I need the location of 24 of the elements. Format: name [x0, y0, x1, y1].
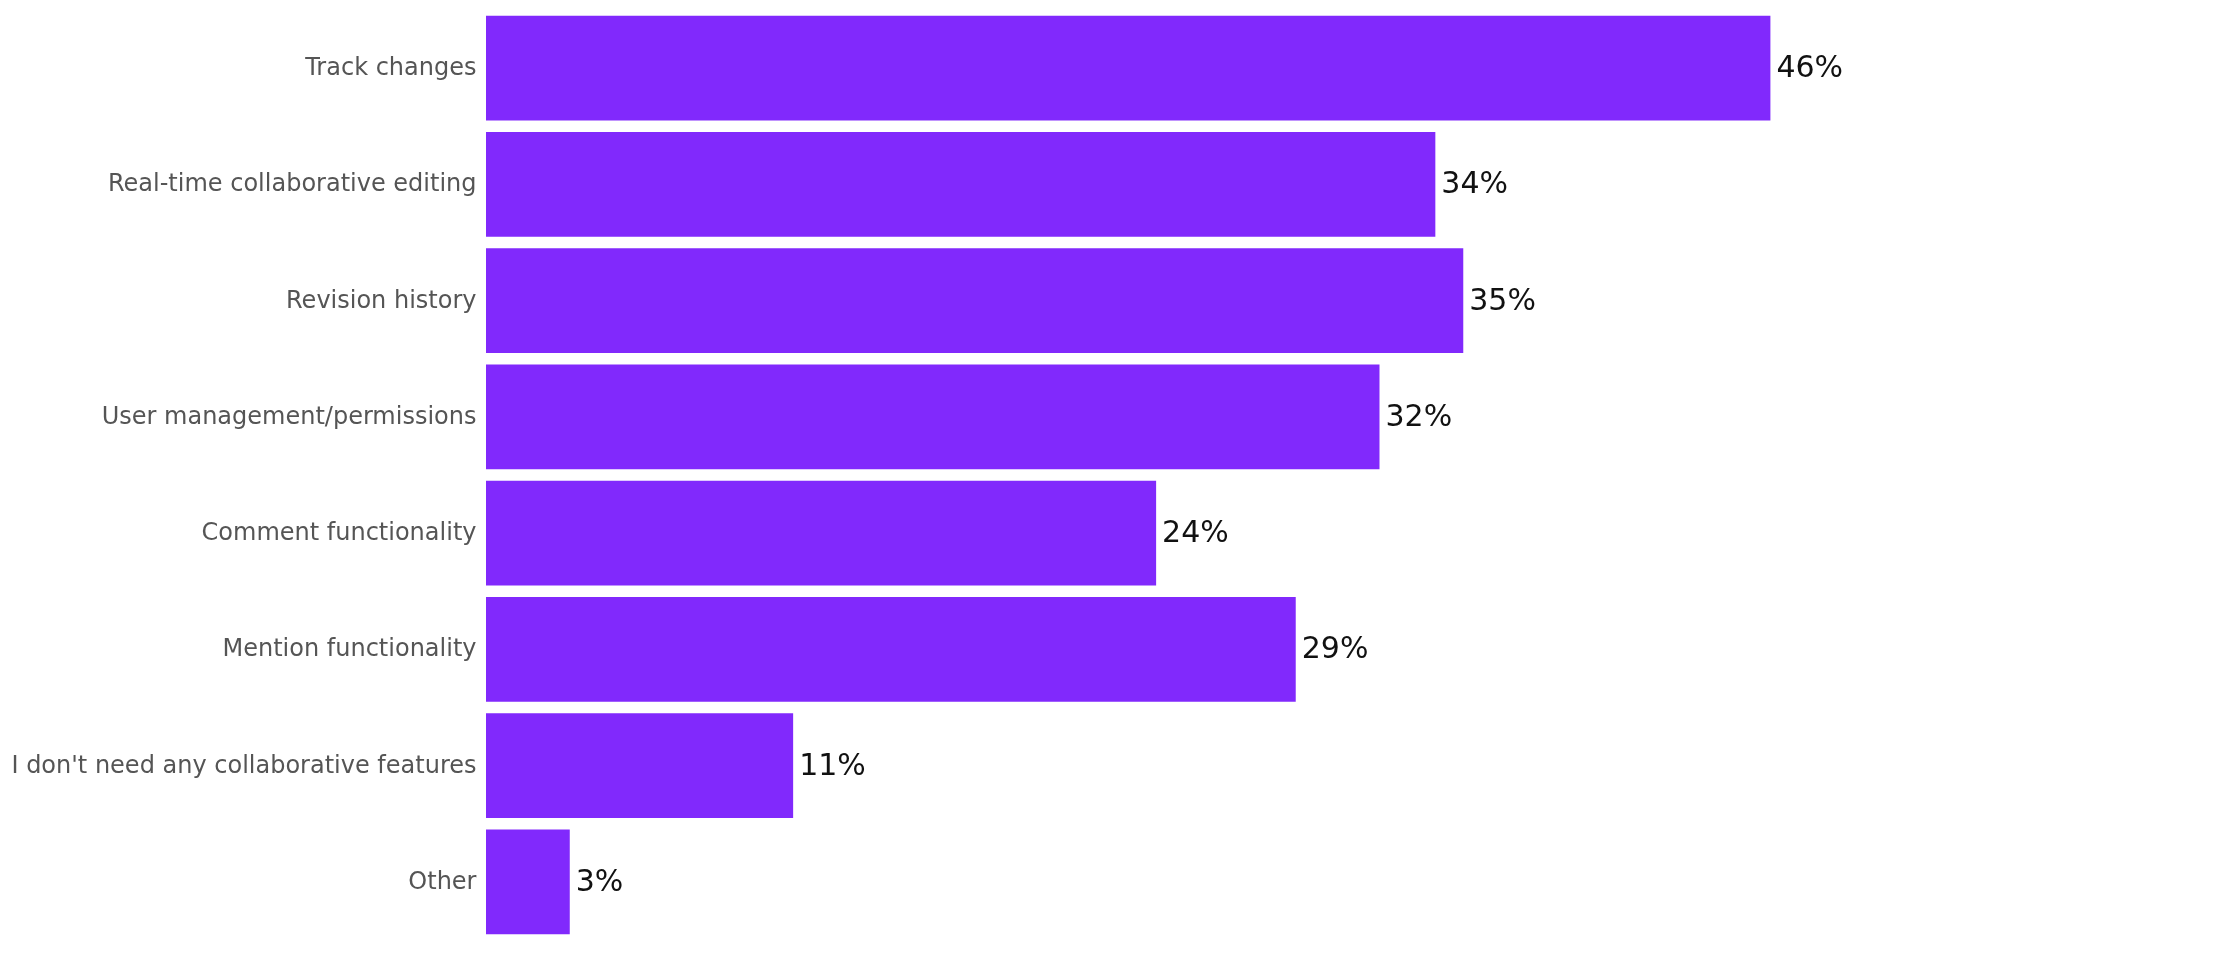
bar — [486, 597, 1296, 702]
y-tick-label: Revision history — [286, 285, 477, 314]
data-label: 11% — [799, 746, 866, 782]
bar — [486, 713, 794, 818]
data-label: 29% — [1301, 630, 1369, 666]
bar — [486, 364, 1380, 470]
data-label: 46% — [1776, 49, 1844, 85]
y-tick-label: Real-time collaborative editing — [107, 169, 477, 198]
bar — [486, 480, 1157, 586]
bar — [486, 248, 1464, 353]
y-tick-label: I don't need any collaborative features — [11, 750, 477, 779]
y-tick-label: Comment functionality — [201, 518, 477, 547]
bar — [486, 829, 570, 935]
data-label: 34% — [1441, 165, 1509, 201]
data-label: 3% — [575, 862, 624, 898]
y-tick-label: User management/permissions — [101, 401, 477, 430]
y-tick-label: Other — [408, 866, 477, 895]
bar — [486, 15, 1771, 121]
y-tick-label: Track changes — [304, 53, 477, 82]
data-label: 32% — [1385, 397, 1453, 433]
y-tick-label: Mention functionality — [222, 634, 477, 663]
bar — [486, 132, 1436, 237]
data-label: 35% — [1469, 281, 1536, 317]
data-label: 24% — [1162, 514, 1229, 550]
